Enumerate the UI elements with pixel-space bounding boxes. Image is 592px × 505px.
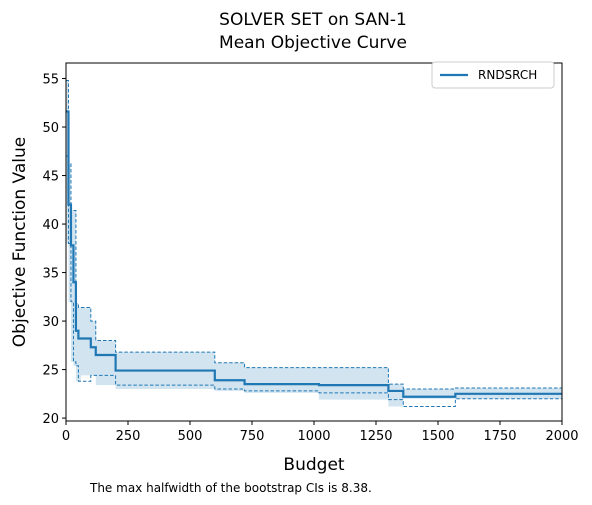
x-tick-label: 500 [178,429,203,444]
chart-title: SOLVER SET on SAN-1 [219,10,407,30]
legend-box [431,61,555,89]
series-line [66,110,562,398]
series-rndsrch-mean [66,110,562,398]
x-tick-label: 750 [240,429,265,444]
x-tick-label: 2000 [545,429,578,444]
confidence-band [66,79,562,407]
y-tick-label: 20 [42,412,59,427]
ci-lower-bound [66,155,562,407]
x-tick-label: 0 [62,429,70,444]
x-tick-label: 1250 [359,429,392,444]
legend-label-rndsrch: RNDSRCH [478,68,537,82]
y-tick-label: 30 [42,315,59,330]
y-tick-label: 55 [42,73,59,88]
y-axis-label: Objective Function Value [10,137,30,347]
plot-area [66,79,562,407]
x-axis-label: Budget [283,455,344,475]
ci-fill [66,80,562,407]
y-tick-label: 40 [42,218,59,233]
y-tick-label: 50 [42,121,59,136]
y-tick-label: 25 [42,364,59,379]
x-axis-ticks: 0 250 500 750 1000 1250 1500 1750 2000 [62,421,579,444]
x-tick-label: 250 [116,429,141,444]
y-axis-ticks: 20 25 30 35 40 45 50 55 [42,73,66,427]
x-tick-label: 1750 [483,429,516,444]
y-tick-label: 45 [42,170,59,185]
legend: RNDSRCH [431,61,555,89]
x-tick-label: 1000 [297,429,330,444]
ci-halfwidth-caption: The max halfwidth of the bootstrap CIs i… [90,481,372,495]
x-tick-label: 1500 [421,429,454,444]
chart-subtitle: Mean Objective Curve [219,33,407,53]
y-tick-label: 35 [42,267,59,282]
